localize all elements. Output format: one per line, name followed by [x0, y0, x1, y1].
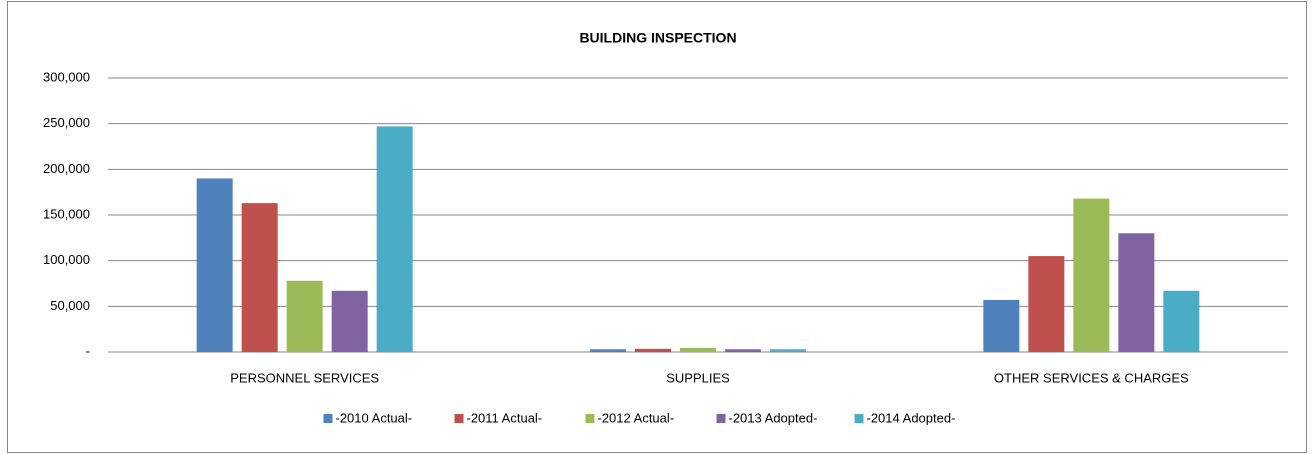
legend-label: -2011 Actual- — [467, 410, 543, 425]
x-tick-label: OTHER SERVICES & CHARGES — [994, 370, 1189, 385]
x-tick-label: PERSONNEL SERVICES — [230, 370, 379, 385]
bar — [1163, 290, 1200, 352]
chart-title: BUILDING INSPECTION — [579, 30, 736, 46]
legend-label: -2014 Adopted- — [867, 410, 956, 425]
legend-swatch — [585, 414, 595, 423]
y-tick-label: 150,000 — [43, 206, 90, 221]
y-tick-label: 300,000 — [43, 69, 90, 84]
bar — [770, 349, 806, 352]
bar — [241, 203, 278, 352]
legend-swatch — [323, 414, 333, 423]
legend-swatch — [716, 414, 726, 423]
y-tick-label: 100,000 — [43, 252, 90, 267]
y-tick-label: 200,000 — [43, 161, 90, 176]
bar — [331, 290, 368, 352]
legend-swatch — [454, 414, 464, 423]
legend-label: -2013 Adopted- — [729, 410, 818, 425]
bar — [1028, 256, 1065, 352]
legend-label: -2010 Actual- — [336, 410, 413, 425]
bar — [725, 349, 761, 352]
bar — [680, 347, 716, 352]
bar — [1073, 198, 1110, 352]
y-tick-label: 50,000 — [50, 298, 90, 313]
legend-swatch — [854, 414, 864, 423]
bar — [376, 126, 413, 352]
x-tick-label: SUPPLIES — [666, 370, 730, 385]
bar — [196, 178, 233, 352]
bar — [590, 349, 626, 352]
bar — [1118, 233, 1155, 352]
y-tick-label: 250,000 — [43, 115, 90, 130]
y-tick-label: - — [86, 343, 90, 358]
bar — [286, 280, 323, 352]
legend-label: -2012 Actual- — [598, 410, 675, 425]
bar — [635, 348, 671, 352]
bar — [983, 299, 1020, 352]
